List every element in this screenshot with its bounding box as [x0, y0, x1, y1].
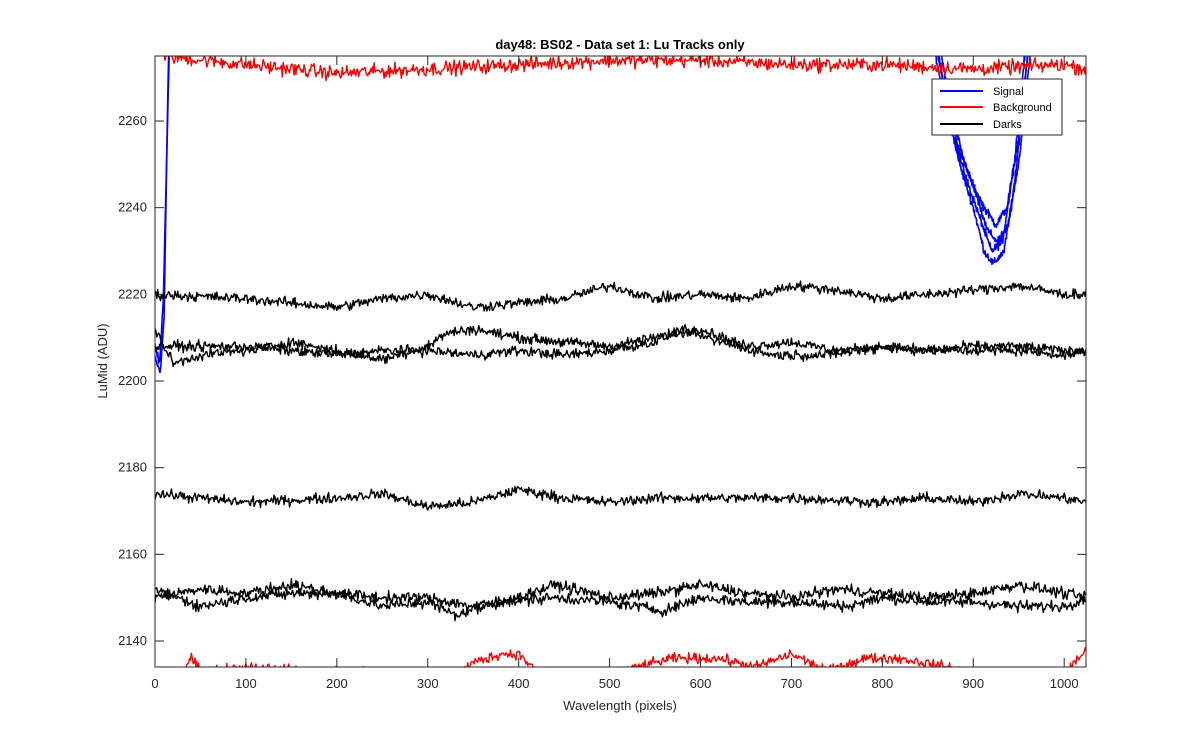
y-tick-label: 2240: [118, 200, 147, 215]
series-line-darks-12: [155, 578, 1086, 611]
y-axis-label: LuMid (ADU): [95, 323, 110, 398]
y-tick-label: 2140: [118, 633, 147, 648]
x-tick-label: 700: [781, 676, 803, 691]
x-tick-label: 300: [417, 676, 439, 691]
series-line-darks-13: [155, 587, 1086, 622]
chart-title: day48: BS02 - Data set 1: Lu Tracks only: [495, 37, 745, 52]
series-line-background-7: [185, 647, 1086, 667]
x-tick-label: 900: [962, 676, 984, 691]
y-tick-label: 2160: [118, 546, 147, 561]
y-tick-label: 2260: [118, 113, 147, 128]
y-tick-label: 2220: [118, 286, 147, 301]
x-tick-label: 1000: [1050, 676, 1079, 691]
legend-label-background: Background: [993, 102, 1052, 114]
x-tick-label: 200: [326, 676, 348, 691]
x-tick-label: 400: [508, 676, 530, 691]
legend-label-darks: Darks: [993, 119, 1022, 131]
series-line-darks-8: [155, 280, 1086, 312]
legend: Signal Background Darks: [931, 78, 1063, 136]
x-tick-label: 600: [690, 676, 712, 691]
x-tick-label: 100: [235, 676, 257, 691]
x-tick-label: 500: [599, 676, 621, 691]
plot-area: [155, 56, 1086, 667]
y-tick-label: 2180: [118, 460, 147, 475]
series-line-darks-11: [155, 485, 1086, 511]
ticks-layer: 0 100 200 300 400 500 600 700 800 900 1000 2140 2160…: [118, 56, 1086, 691]
x-tick-label: 0: [151, 676, 158, 691]
series-line-darks-10: [155, 325, 1086, 368]
series-line-background-6: [163, 56, 1086, 82]
x-axis-label: Wavelength (pixels): [563, 698, 677, 713]
series-line-signal-1: [155, 56, 170, 364]
y-tick-label: 2200: [118, 373, 147, 388]
x-tick-label: 800: [871, 676, 893, 691]
plot-frame: [154, 55, 1087, 668]
legend-label-signal: Signal: [993, 86, 1024, 98]
series-line-darks-9: [155, 323, 1086, 363]
